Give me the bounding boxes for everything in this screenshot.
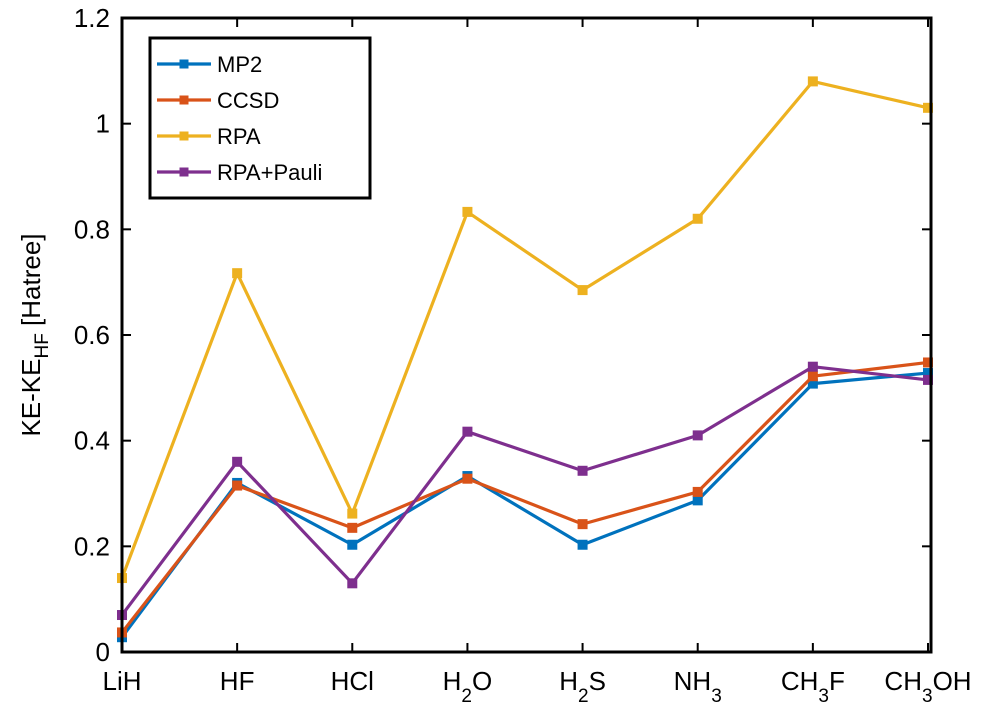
y-axis-title: KE-KEHF [Hatree] [16, 233, 53, 436]
x-tick-label-main: H [443, 666, 462, 696]
x-tick-label: H2O [443, 666, 493, 707]
series-line [120, 371, 929, 639]
x-tick-label: NH3 [674, 666, 722, 707]
legend: MP2 CCSD RPA RPA+Pauli [148, 36, 372, 200]
y-tick-label: 0.2 [74, 531, 110, 561]
data-point [347, 578, 358, 589]
data-point [692, 495, 703, 506]
data-point [462, 473, 473, 484]
x-tick-label-main: NH [674, 666, 712, 696]
legend-label: RPA [217, 124, 261, 149]
data-point [577, 539, 588, 550]
data-point [347, 539, 358, 550]
x-tick-label: CH3F [781, 666, 845, 707]
data-point [347, 508, 358, 519]
series-rpa-pauli [117, 361, 933, 621]
x-tick-label-main: CH [884, 666, 922, 696]
x-tick-label-main: LiH [102, 666, 141, 696]
x-tick-label-tail: OH [933, 666, 972, 696]
x-tick-label-tail: S [589, 666, 606, 696]
x-tick-label-main: HCl [331, 666, 374, 696]
x-tick-label: HCl [331, 666, 374, 696]
data-point [577, 519, 588, 530]
series-rpa [117, 76, 933, 584]
legend-label: MP2 [217, 52, 262, 77]
y-axis-title-subscript: HF [32, 333, 53, 358]
legend-box [148, 36, 372, 200]
legend-entry: RPA [157, 124, 261, 149]
svg-text:KE-KEHF [Hatree]: KE-KEHF [Hatree] [16, 233, 53, 436]
y-axis-title-unit: [Hatree] [16, 233, 46, 333]
x-tick-label-main: HF [220, 666, 255, 696]
data-point [232, 456, 243, 467]
series-layer [117, 76, 933, 643]
data-point [347, 522, 358, 533]
series-line [120, 360, 929, 634]
legend-marker [179, 131, 189, 141]
x-tick-label-tail: F [829, 666, 845, 696]
data-point [692, 213, 703, 224]
data-point [462, 206, 473, 217]
x-tick-label-subscript: 2 [578, 686, 589, 707]
x-tick-label: H2S [559, 666, 606, 707]
y-tick-label: 0.4 [74, 426, 110, 456]
legend-label: CCSD [217, 88, 279, 113]
data-point [232, 268, 243, 279]
data-point [577, 285, 588, 296]
legend-entry: MP2 [157, 52, 262, 77]
y-tick-label: 0.8 [74, 214, 110, 244]
data-point [692, 430, 703, 441]
x-tick-label: LiH [102, 666, 141, 696]
data-point [807, 76, 818, 87]
series-mp2 [117, 368, 933, 643]
x-tick-label-tail: O [472, 666, 492, 696]
legend-entry: CCSD [157, 88, 279, 113]
data-point [462, 426, 473, 437]
data-point [577, 465, 588, 476]
series-line [120, 365, 929, 616]
y-tick-label: 1 [96, 109, 110, 139]
data-point [807, 361, 818, 372]
legend-marker [179, 167, 189, 177]
legend-entry: RPA+Pauli [157, 160, 322, 185]
legend-marker [179, 59, 189, 69]
series-line [120, 79, 929, 579]
y-axis: 0 0.2 0.4 0.6 0.8 1 1.2 [74, 3, 931, 667]
x-tick-label: CH3OH [884, 666, 971, 707]
data-point [807, 371, 818, 382]
x-tick-label-subscript: 3 [711, 686, 722, 707]
series-ccsd [117, 357, 933, 638]
x-tick-label-main: H [559, 666, 578, 696]
legend-label: RPA+Pauli [217, 160, 322, 185]
x-tick-label-subscript: 2 [461, 686, 472, 707]
x-tick-label-subscript: 3 [818, 686, 829, 707]
y-tick-label: 0 [96, 637, 110, 667]
x-tick-label: HF [220, 666, 255, 696]
y-tick-label: 0.6 [74, 320, 110, 350]
y-axis-title-main: KE-KE [16, 359, 46, 437]
data-point [692, 486, 703, 497]
y-tick-label: 1.2 [74, 3, 110, 33]
data-point [232, 480, 243, 491]
x-tick-label-subscript: 3 [922, 686, 933, 707]
legend-marker [179, 95, 189, 105]
x-tick-label-main: CH [781, 666, 819, 696]
